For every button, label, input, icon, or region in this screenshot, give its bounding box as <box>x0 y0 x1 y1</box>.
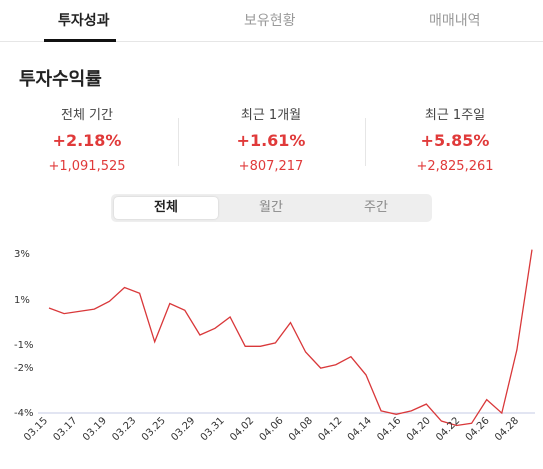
period-all-button[interactable]: 전체 <box>114 197 218 219</box>
x-tick-label: 04.16 <box>375 415 403 443</box>
x-tick-label: 04.08 <box>287 415 315 443</box>
tab-holdings[interactable]: 보유현황 <box>244 13 296 29</box>
y-tick-label: 1% <box>14 295 30 306</box>
active-tab-indicator <box>44 39 116 42</box>
divider <box>365 118 366 166</box>
x-tick-label: 04.26 <box>464 415 492 443</box>
y-tick-label: 3% <box>14 249 30 260</box>
stat-percent: +2.18% <box>52 131 122 150</box>
x-tick-label: 04.14 <box>346 415 374 443</box>
section-title: 투자수익률 <box>19 69 102 90</box>
y-tick-label: -2% <box>14 363 33 374</box>
x-tick-label: 04.12 <box>316 415 344 443</box>
period-weekly-button[interactable]: 주간 <box>364 200 388 215</box>
x-tick-label: 04.22 <box>434 415 462 443</box>
stat-last-week: 최근 1주일 +5.85% +2,825,261 <box>380 106 530 178</box>
x-tick-label: 04.28 <box>493 415 521 443</box>
stat-label: 최근 1주일 <box>424 108 486 123</box>
x-tick-label: 03.25 <box>140 415 168 443</box>
period-selector: 전체 월간 주간 <box>111 194 432 222</box>
x-tick-label: 04.02 <box>228 415 256 443</box>
x-tick-label: 03.29 <box>169 415 197 443</box>
x-tick-label: 04.20 <box>405 415 433 443</box>
x-tick-label: 03.19 <box>81 415 109 443</box>
tab-trades[interactable]: 매매내역 <box>429 13 481 29</box>
stat-amount: +807,217 <box>238 159 304 174</box>
tab-bar: 투자성과 보유현황 매매내역 <box>0 0 543 42</box>
y-tick-label: -4% <box>14 408 33 419</box>
stat-last-month: 최근 1개월 +1.61% +807,217 <box>196 106 346 178</box>
x-tick-label: 03.17 <box>51 415 79 443</box>
return-series-line <box>48 249 533 427</box>
x-tick-label: 03.23 <box>110 415 138 443</box>
tab-performance[interactable]: 투자성과 <box>58 13 110 29</box>
stat-percent: +5.85% <box>420 131 490 150</box>
period-monthly-button[interactable]: 월간 <box>259 200 283 215</box>
divider <box>178 118 179 166</box>
stat-label: 전체 기간 <box>61 108 113 123</box>
stat-amount: +1,091,525 <box>48 159 126 174</box>
x-tick-label: 03.15 <box>22 415 50 443</box>
stat-percent: +1.61% <box>236 131 306 150</box>
stat-all-period: 전체 기간 +2.18% +1,091,525 <box>12 106 162 178</box>
x-tick-label: 04.06 <box>258 415 286 443</box>
stat-amount: +2,825,261 <box>416 159 494 174</box>
y-tick-label: -1% <box>14 340 33 351</box>
return-line-chart: 3%1%-1%-2%-4%03.15 03.17 03.19 03.23 03.25 03… <box>14 249 535 443</box>
x-tick-label: 03.31 <box>199 415 227 443</box>
stat-label: 최근 1개월 <box>240 108 302 123</box>
